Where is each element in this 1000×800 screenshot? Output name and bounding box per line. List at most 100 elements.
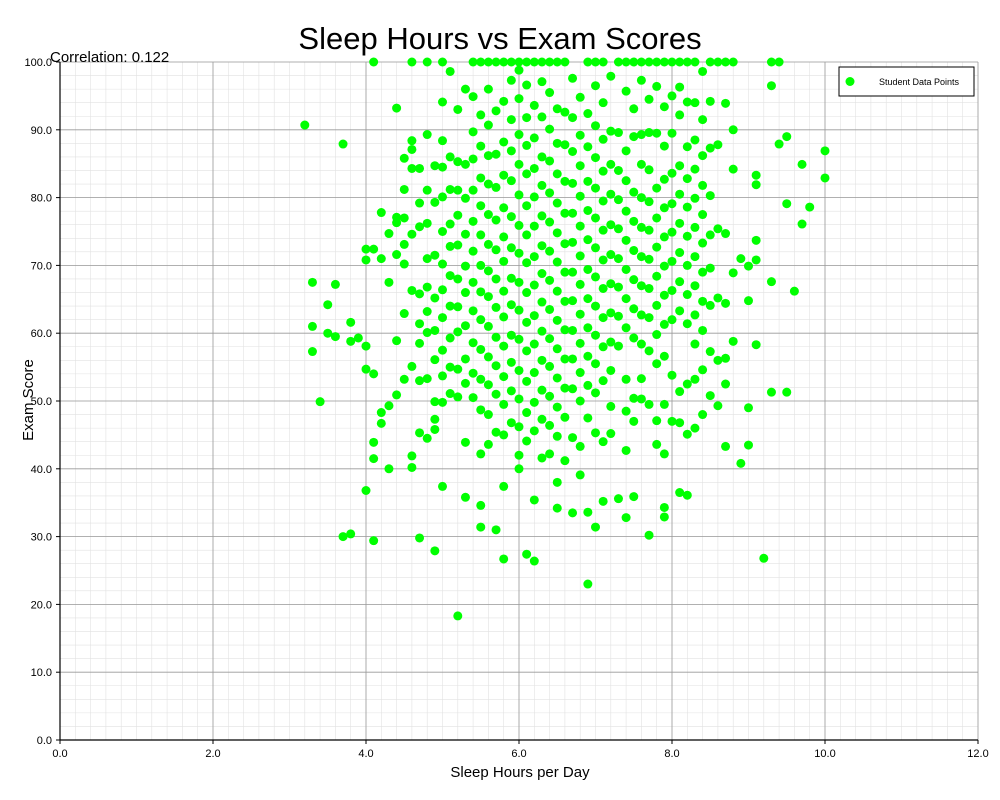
data-point	[698, 296, 708, 306]
data-point	[514, 159, 524, 169]
data-point	[415, 533, 425, 543]
data-point	[644, 94, 654, 104]
data-point	[644, 530, 654, 540]
data-point	[483, 57, 493, 67]
data-point	[575, 191, 585, 201]
data-point	[613, 224, 623, 234]
data-point	[606, 401, 616, 411]
data-point	[529, 311, 539, 321]
data-point	[514, 394, 524, 404]
data-point	[438, 259, 447, 269]
data-point	[667, 315, 677, 325]
data-point	[445, 333, 455, 343]
data-point	[453, 327, 463, 337]
data-point	[361, 244, 371, 254]
legend: Student Data Points	[838, 66, 975, 97]
data-point	[491, 332, 501, 342]
data-point	[751, 170, 761, 180]
data-point	[560, 57, 570, 67]
data-point	[575, 470, 585, 480]
data-point	[483, 210, 493, 220]
data-point	[537, 241, 547, 251]
data-point	[560, 412, 570, 422]
data-point	[468, 277, 478, 287]
data-point	[506, 57, 516, 67]
data-point	[491, 215, 501, 225]
data-point	[376, 418, 386, 428]
data-point	[430, 161, 440, 171]
data-point	[545, 304, 555, 314]
data-point	[445, 66, 455, 76]
data-point	[675, 110, 685, 120]
data-point	[422, 374, 432, 384]
data-point	[545, 275, 555, 285]
data-point	[529, 252, 539, 262]
data-point	[644, 346, 654, 356]
data-point	[369, 57, 379, 67]
data-point	[782, 387, 792, 397]
data-point	[460, 288, 470, 298]
data-point	[476, 522, 486, 532]
data-point	[705, 143, 715, 153]
data-point	[675, 189, 685, 199]
data-point	[575, 161, 585, 171]
data-point	[384, 464, 394, 474]
data-point	[529, 192, 539, 202]
data-point	[514, 464, 524, 474]
data-point	[575, 251, 585, 261]
data-point	[675, 277, 685, 287]
data-point	[460, 378, 470, 388]
data-point	[430, 397, 440, 407]
data-point	[583, 205, 593, 215]
data-point	[307, 347, 317, 357]
data-point	[407, 136, 417, 146]
data-point	[568, 178, 578, 188]
data-point	[514, 450, 524, 460]
data-point	[537, 453, 547, 463]
data-point	[415, 198, 425, 208]
data-point	[460, 261, 470, 271]
data-point	[537, 77, 547, 87]
data-point	[652, 300, 662, 310]
data-point	[560, 267, 570, 277]
x-axis-ticks: 0.0 2.0 4.0 6.0 8.0 10.0 12.0	[52, 740, 989, 760]
data-point	[636, 57, 646, 67]
data-point	[721, 57, 731, 67]
data-points	[300, 57, 830, 621]
data-point	[491, 361, 501, 371]
data-point	[575, 338, 585, 348]
data-point	[346, 336, 356, 346]
data-point	[522, 230, 532, 240]
data-point	[629, 216, 639, 226]
data-point	[568, 325, 578, 335]
data-point	[568, 113, 578, 123]
data-point	[545, 57, 555, 67]
data-point	[560, 383, 570, 393]
data-point	[506, 418, 516, 428]
data-point	[445, 241, 455, 251]
data-point	[460, 229, 470, 239]
data-point	[598, 496, 608, 506]
data-point	[705, 96, 715, 106]
data-point	[682, 142, 692, 152]
data-point	[392, 250, 402, 260]
data-point	[721, 441, 731, 451]
data-point	[690, 339, 700, 349]
data-point	[361, 485, 371, 495]
data-point	[537, 180, 547, 190]
y-tick-label: 40.0	[31, 464, 52, 476]
data-point	[537, 414, 547, 424]
data-point	[568, 73, 578, 83]
data-point	[659, 351, 669, 361]
data-point	[629, 416, 639, 426]
data-point	[468, 185, 478, 195]
data-point	[514, 190, 524, 200]
data-point	[537, 326, 547, 336]
data-point	[652, 81, 662, 91]
data-point	[789, 286, 799, 296]
data-point	[675, 218, 685, 228]
data-point	[606, 279, 616, 289]
data-point	[568, 508, 578, 518]
data-point	[430, 414, 440, 424]
